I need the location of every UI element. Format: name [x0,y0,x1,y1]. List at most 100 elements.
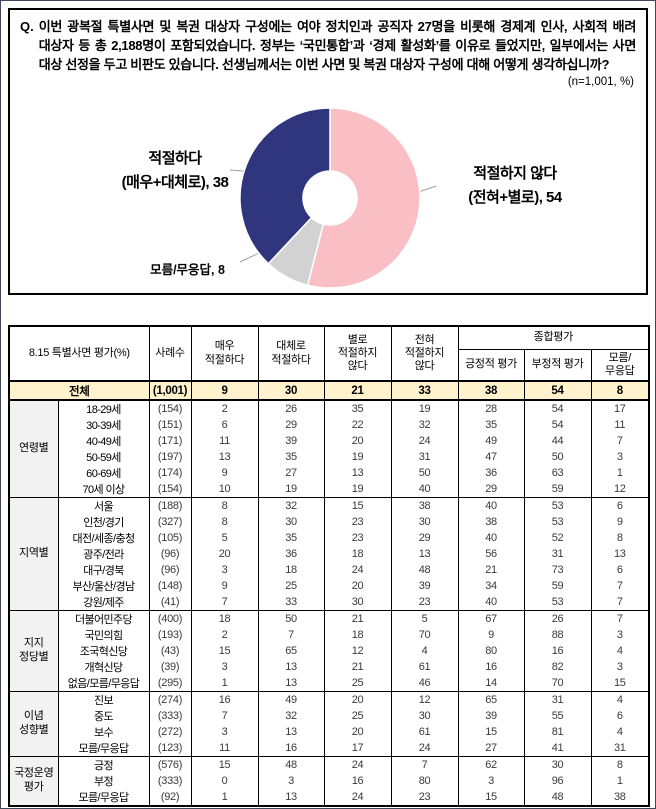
value-cell: 9 [190,465,259,481]
value-cell: 10 [190,481,259,498]
header-very-inappropriate: 전혀 적절하지 않다 [390,325,459,382]
callout-unknown-label: 모름/무응답, 8 [150,263,225,277]
value-cell: 35 [257,530,325,546]
value-cell: 26 [257,399,325,417]
question-block: Q. 이번 광복절 특별사면 및 복권 대상자 구성에는 여야 정치인과 공직자… [10,10,646,74]
value-cell: 9 [590,514,650,530]
value-cell: 6 [590,497,650,514]
row-label-cell: 조국혁신당 [57,643,150,659]
value-cell: 21 [323,610,392,627]
header-row-1: 8.15 특별사면 평가(%) 사례수 매우 적절하다 대체로 적절하다 별로 … [8,325,650,382]
value-cell: 65 [257,643,325,659]
header-case-count: 사례수 [148,325,192,382]
value-cell: 41 [523,740,592,757]
value-cell: 40 [457,497,525,514]
value-cell: 15 [323,497,392,514]
value-cell: 50 [390,465,459,481]
value-cell: 1 [590,465,650,481]
donut-segment-2 [239,107,331,265]
value-cell: 47 [457,449,525,465]
value-cell: 48 [523,789,592,806]
row-label-cell: 인천/경기 [57,514,150,530]
case-count-cell: (41) [148,594,192,611]
value-cell: 15 [190,756,259,773]
value-cell: 13 [590,546,650,562]
value-cell: 14 [457,675,525,692]
table-row: 대전/세종/충청 (105) 5 35 23 29 40 52 8 [9,530,650,546]
value-cell: 61 [390,659,459,675]
value-cell: 20 [323,433,392,449]
value-cell: 4 [590,724,650,740]
value-cell: 24 [323,789,392,806]
header-somewhat-appropriate: 대체로 적절하다 [257,325,325,382]
value-cell: 20 [323,691,392,708]
value-cell: 8 [190,514,259,530]
case-count-cell: (148) [148,578,192,594]
value-cell: 3 [457,773,525,789]
value-cell: 59 [523,481,592,498]
value-cell: 40 [457,594,525,611]
table-row: 없음/모름/무응답 (295) 1 13 25 46 14 70 15 [9,675,650,692]
value-cell: 24 [323,562,392,578]
value-cell: 17 [590,399,650,417]
value-cell: 3 [590,659,650,675]
row-label-cell: 부정 [57,773,150,789]
value-cell: 52 [523,530,592,546]
value-cell: 62 [457,756,525,773]
value-cell: 9 [457,627,525,643]
value-cell: 48 [390,562,459,578]
value-cell: 8 [590,380,650,401]
value-cell: 1 [190,675,259,692]
case-count-cell: (295) [148,675,192,692]
callout-approve-value: (매우+대체로), 38 [121,174,229,191]
value-cell: 8 [590,756,650,773]
table-row: 대구/경북 (96) 3 18 24 48 21 73 6 [9,562,650,578]
value-cell: 40 [390,481,459,498]
value-cell: 30 [323,594,392,611]
table-row: 60-69세 (174) 9 27 13 50 36 63 1 [9,465,650,481]
value-cell: 3 [190,659,259,675]
row-label-cell: 70세 이상 [57,481,150,498]
table-row: 부산/울산/경남 (148) 9 25 20 39 34 59 7 [9,578,650,594]
value-cell: 29 [257,417,325,433]
row-label-cell: 모름/무응답 [57,789,150,806]
category-cell: 국정운영 평가 [8,756,59,807]
value-cell: 8 [590,530,650,546]
table-row: 강원/제주 (41) 7 33 30 23 40 53 7 [9,594,650,611]
value-cell: 81 [523,724,592,740]
case-count-cell: (197) [148,449,192,465]
donut-segment-0 [306,107,421,289]
value-cell: 28 [457,399,525,417]
row-label-cell: 광주/전라 [57,546,150,562]
header-somewhat-inappropriate: 별로 적절하지 않다 [323,325,392,382]
value-cell: 22 [323,417,392,433]
value-cell: 25 [323,675,392,692]
value-cell: 70 [523,675,592,692]
value-cell: 2 [190,627,259,643]
value-cell: 16 [523,643,592,659]
value-cell: 13 [257,724,325,740]
question-text: 이번 광복절 특별사면 및 복권 대상자 구성에는 여야 정치인과 공직자 27… [38,19,637,72]
value-cell: 16 [457,659,525,675]
value-cell: 4 [390,643,459,659]
case-count-cell: (174) [148,465,192,481]
value-cell: 19 [323,449,392,465]
value-cell: 31 [523,546,592,562]
header-unknown: 모름/ 무응답 [590,348,650,382]
row-label-cell: 국민의힘 [57,627,150,643]
row-label-cell: 진보 [57,691,150,708]
value-cell: 7 [590,578,650,594]
value-cell: 4 [590,691,650,708]
value-cell: 13 [390,546,459,562]
value-cell: 35 [457,417,525,433]
header-negative: 부정적 평가 [523,348,592,382]
callout-disapprove: 적절하지 않다 (전혀+별로), 54 [430,162,600,210]
value-cell: 17 [323,740,392,757]
value-cell: 18 [257,562,325,578]
value-cell: 70 [390,627,459,643]
value-cell: 55 [523,708,592,724]
value-cell: 80 [457,643,525,659]
case-count-cell: (193) [148,627,192,643]
row-label-cell: 60-69세 [57,465,150,481]
value-cell: 20 [190,546,259,562]
